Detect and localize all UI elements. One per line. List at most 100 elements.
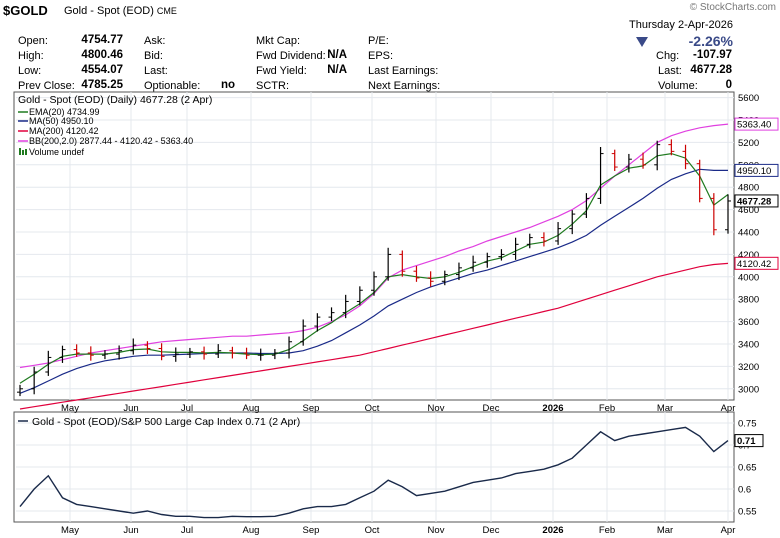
- price-x-tick-label: Jul: [181, 403, 193, 414]
- ratio-x-tick-label: Jul: [181, 525, 193, 536]
- sctr-label: SCTR:: [256, 80, 289, 92]
- price-x-tick-label: Apr: [721, 403, 736, 414]
- volume-label: Volume:: [658, 80, 698, 92]
- optionable-value: no: [220, 79, 235, 91]
- value-box: [734, 194, 779, 208]
- quote-date: Thursday 2-Apr-2026: [629, 19, 733, 31]
- ratio-value-box: [734, 434, 764, 448]
- high-value: 4800.46: [81, 49, 123, 61]
- symbol-description: Gold - Spot (EOD) CME: [64, 5, 177, 17]
- ratio-x-tick-label: Sep: [303, 525, 320, 536]
- last-trade-label: Last:: [144, 65, 168, 77]
- ma50-line: [19, 168, 728, 394]
- price-x-tick-label: May: [61, 403, 79, 414]
- price-x-tick-label: Aug: [243, 403, 260, 414]
- value-box-label: 4950.10: [737, 166, 771, 177]
- value-box: [734, 163, 779, 177]
- ratio-y-tick-label: 0.55: [738, 507, 757, 518]
- price-legend: Gold - Spot (EOD) (Daily) 4677.28 (2 Apr…: [18, 94, 212, 157]
- ratio-x-tick-label: Feb: [599, 525, 615, 536]
- legend-ma200: MA(200) 4120.42: [29, 126, 99, 136]
- price-x-tick-label: 2026: [542, 403, 563, 414]
- ratio-x-tick-label: 2026: [542, 525, 563, 536]
- price-grid: [16, 92, 734, 400]
- price-y-tick-label: 3000: [738, 384, 759, 395]
- ratio-y-axis: 0.550.60.650.70.75: [738, 419, 757, 518]
- ratio-x-tick-label: Aug: [243, 525, 260, 536]
- open-value: 4754.77: [81, 34, 123, 46]
- price-y-tick-label: 3600: [738, 317, 759, 328]
- ratio-grid: [16, 412, 734, 522]
- percent-change: -2.26%: [688, 33, 733, 49]
- value-box-label: 5363.40: [737, 120, 771, 131]
- down-arrow-icon: [636, 37, 648, 47]
- price-x-tick-label: Nov: [428, 403, 445, 414]
- price-x-axis: May Jun Jul Aug Sep Oct Nov Dec 2026 Feb Mar Apr: [61, 403, 735, 414]
- last-value: 4677.28: [690, 64, 732, 76]
- volume-value: 0: [725, 79, 732, 91]
- legend-ema20: EMA(20) 4734.99: [29, 107, 100, 117]
- last-earnings-label: Last Earnings:: [368, 65, 439, 77]
- value-boxes: 5363.40 4950.10 4677.28 4120.42 0.71: [734, 117, 779, 448]
- value-box-label: 4120.42: [737, 259, 771, 270]
- symbol-ticker: $GOLD: [3, 3, 48, 18]
- chg-label: Chg:: [656, 50, 680, 62]
- ratio-series-group: [19, 426, 729, 519]
- price-y-tick-label: 3800: [738, 295, 759, 306]
- price-x-tick-label: Oct: [365, 403, 380, 414]
- price-x-tick-label: Jun: [123, 403, 138, 414]
- eps-label: EPS:: [368, 50, 394, 62]
- price-y-tick-label: 4600: [738, 205, 759, 216]
- optionable-label: Optionable:: [144, 80, 201, 92]
- value-box-label: 4677.28: [737, 196, 771, 207]
- price-y-axis: 3000 3200 3400 3600 3800 4000 4200 4400 4600 4800…: [738, 93, 759, 395]
- price-y-tick-label: 5200: [738, 138, 759, 149]
- ratio-x-tick-label: Mar: [657, 525, 673, 536]
- ratio-y-tick-label: 0.65: [738, 463, 757, 474]
- ratio-x-tick-label: Dec: [483, 525, 500, 536]
- chg-value: -107.97: [692, 49, 732, 61]
- legend-main: Gold - Spot (EOD) (Daily) 4677.28 (2 Apr…: [18, 94, 212, 106]
- value-box: [734, 256, 779, 270]
- price-y-tick-label: 5600: [738, 93, 759, 104]
- open-label: Open:: [18, 35, 48, 47]
- ratio-x-tick-label: Nov: [428, 525, 445, 536]
- low-value: 4554.07: [81, 64, 123, 76]
- price-panel-frame: [13, 91, 735, 401]
- price-y-tick-label: 4800: [738, 183, 759, 194]
- fwd-yield-value: N/A: [327, 64, 347, 76]
- next-earnings-label: Next Earnings:: [368, 80, 441, 92]
- price-x-tick-label: Mar: [657, 403, 673, 414]
- price-x-tick-label: Feb: [599, 403, 615, 414]
- ratio-y-tick-label: 0.6: [738, 485, 751, 496]
- low-label: Low:: [18, 65, 42, 77]
- ratio-x-axis: May Jun Jul Aug Sep Oct Nov Dec 2026 Feb Mar Apr: [61, 525, 735, 536]
- last-label: Last:: [658, 65, 682, 77]
- ask-label: Ask:: [144, 35, 166, 47]
- fwd-dividend-value: N/A: [327, 49, 347, 61]
- high-label: High:: [18, 50, 44, 62]
- legend-ratio: Gold - Spot (EOD)/S&P 500 Large Cap Inde…: [32, 416, 300, 428]
- legend-volume-swatch: [19, 148, 21, 155]
- legend-bb: BB(200,2.0) 2877.44 - 4120.42 - 5363.40: [29, 136, 193, 146]
- ratio-line: [19, 426, 729, 519]
- legend-ma50: MA(50) 4950.10: [29, 116, 94, 126]
- brand-logo[interactable]: © StockCharts.com: [689, 2, 776, 13]
- symbol-exchange: CME: [156, 6, 177, 16]
- mkt-cap-label: Mkt Cap:: [256, 35, 301, 47]
- price-y-tick-label: 3400: [738, 340, 759, 351]
- price-y-tick-label: 4200: [738, 250, 759, 261]
- ma200-line: [19, 262, 729, 410]
- symbol-name: Gold - Spot (EOD): [64, 5, 154, 17]
- price-y-tick-label: 4400: [738, 228, 759, 239]
- pe-label: P/E:: [368, 35, 389, 47]
- quote-header: $GOLD Gold - Spot (EOD) CME © StockChart…: [0, 0, 780, 95]
- bid-label: Bid:: [144, 50, 163, 62]
- prev-close-value: 4785.25: [81, 79, 123, 91]
- price-x-tick-label: Sep: [303, 403, 320, 414]
- ratio-x-tick-label: Jun: [123, 525, 138, 536]
- price-y-tick-label: 3200: [738, 362, 759, 373]
- fwd-dividend-label: Fwd Dividend:: [256, 50, 326, 62]
- ratio-value-box-label: 0.71: [737, 436, 756, 447]
- ratio-legend: Gold - Spot (EOD)/S&P 500 Large Cap Inde…: [18, 416, 300, 428]
